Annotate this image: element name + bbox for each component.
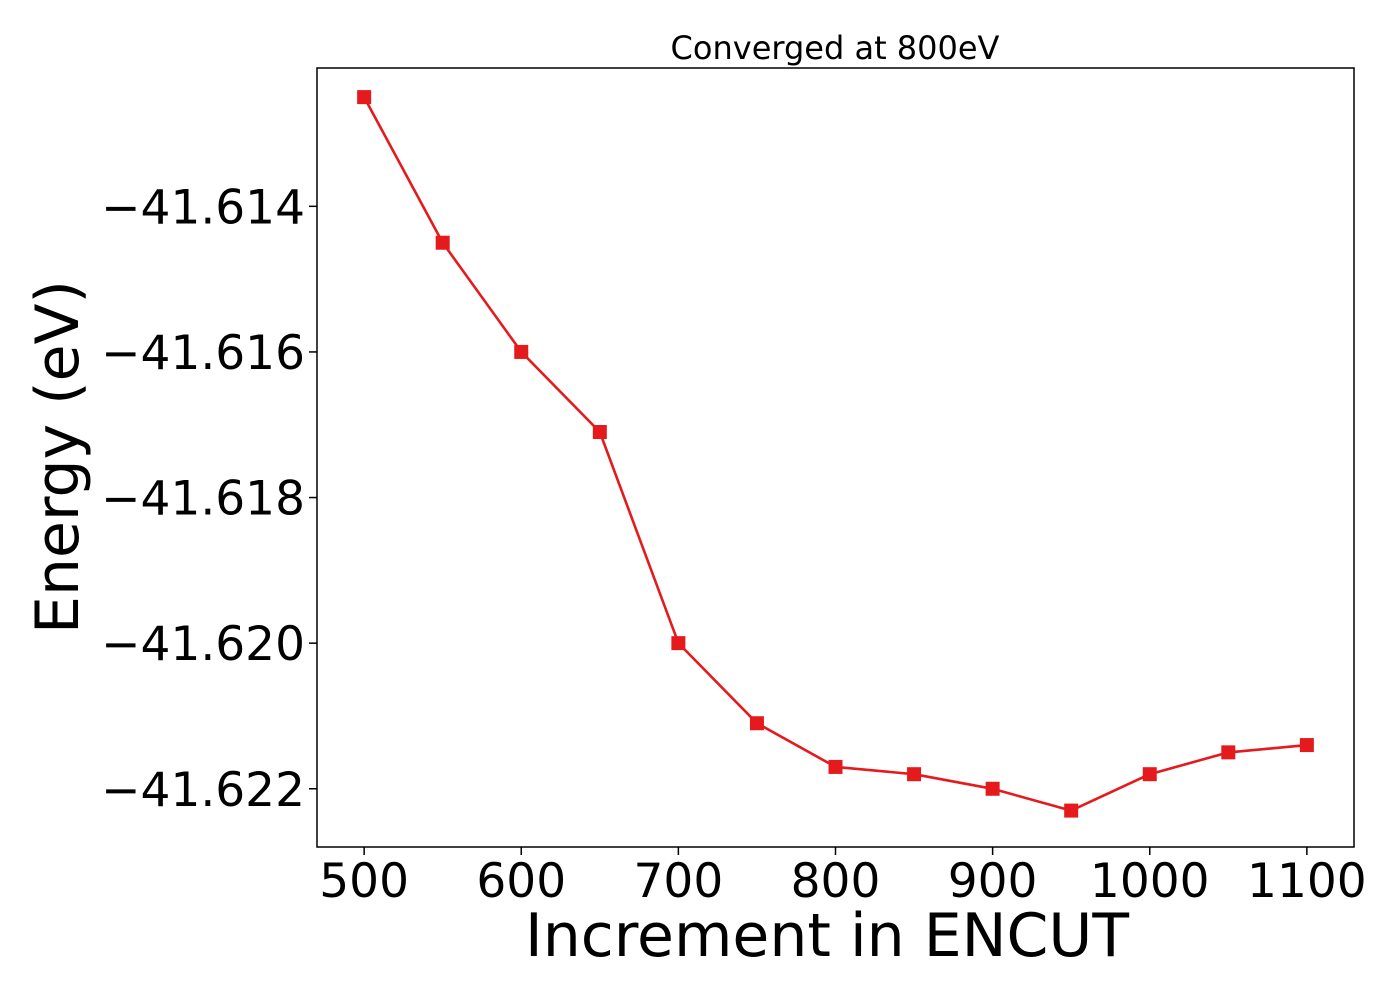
y-tick-label: −41.622	[101, 763, 305, 818]
data-point-750	[749, 716, 764, 731]
x-tick-label: 500	[319, 854, 409, 909]
data-point-550	[435, 235, 450, 250]
data-point-500	[357, 90, 372, 105]
x-tick-label: 1000	[1090, 854, 1210, 909]
x-tick-label: 900	[948, 854, 1038, 909]
x-axis-label: Increment in ENCUT	[525, 901, 1129, 971]
y-tick-label: −41.618	[101, 472, 305, 527]
data-point-850	[907, 767, 922, 782]
chart-title: Converged at 800eV	[671, 29, 1000, 67]
data-point-600	[514, 344, 529, 359]
data-point-700	[671, 636, 686, 651]
data-point-1000	[1142, 767, 1157, 782]
x-tick-label: 600	[476, 854, 566, 909]
x-tick-label: 700	[634, 854, 724, 909]
x-tick-label: 800	[791, 854, 881, 909]
y-axis-label: Energy (eV)	[23, 280, 93, 634]
y-tick-label: −41.614	[101, 180, 305, 235]
y-tick-label: −41.620	[101, 617, 305, 672]
data-point-900	[985, 781, 1000, 796]
data-point-800	[828, 759, 843, 774]
data-point-950	[1064, 803, 1079, 818]
series-line	[362, 96, 1308, 812]
y-tick-label: −41.616	[101, 326, 305, 381]
data-point-1050	[1221, 745, 1236, 760]
data-point-650	[592, 425, 607, 440]
x-tick-label: 1100	[1247, 854, 1367, 909]
data-point-1100	[1299, 738, 1314, 753]
plot-frame	[316, 67, 1355, 848]
